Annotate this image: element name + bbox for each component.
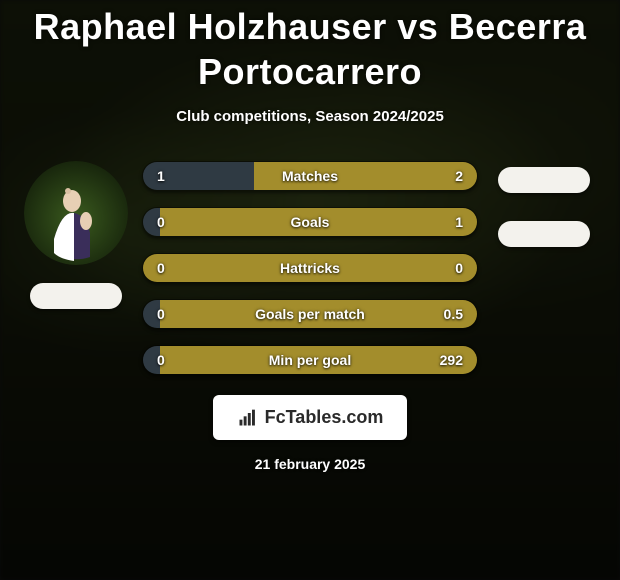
bar-chart-icon xyxy=(237,408,257,428)
bar-right-segment xyxy=(160,300,477,328)
bar-track xyxy=(143,300,477,328)
stat-bar: Goals01 xyxy=(142,207,478,237)
stat-bars: Matches12 Goals01 Hattricks00 Goals per mat… xyxy=(142,161,478,375)
stat-bar: Min per goal0292 xyxy=(142,345,478,375)
bar-left-segment xyxy=(143,346,160,374)
bar-right-segment xyxy=(254,162,477,190)
player-right-name-plaque-2 xyxy=(498,221,590,247)
bar-left-segment xyxy=(143,300,160,328)
player-left-name-plaque xyxy=(30,283,122,309)
bar-track xyxy=(143,346,477,374)
bar-right-segment xyxy=(160,208,477,236)
stat-bar: Matches12 xyxy=(142,161,478,191)
stat-bar: Goals per match00.5 xyxy=(142,299,478,329)
player-left-avatar xyxy=(24,161,128,265)
bar-track xyxy=(143,162,477,190)
player-left-column xyxy=(16,161,136,375)
content-root: Raphael Holzhauser vs Becerra Portocarre… xyxy=(0,0,620,580)
bar-right-segment xyxy=(160,346,477,374)
subtitle: Club competitions, Season 2024/2025 xyxy=(176,108,444,125)
stat-bar: Hattricks00 xyxy=(142,253,478,283)
bar-left-segment xyxy=(143,162,254,190)
player-right-name-plaque-1 xyxy=(498,167,590,193)
bar-right-segment xyxy=(143,254,477,282)
bar-left-segment xyxy=(143,208,160,236)
title-line-1: Raphael Holzhauser vs Becerra xyxy=(34,6,587,47)
page-title: Raphael Holzhauser vs Becerra Portocarre… xyxy=(34,4,587,94)
player-right-column xyxy=(484,161,604,375)
brand-text: FcTables.com xyxy=(265,407,384,428)
date-text: 21 february 2025 xyxy=(255,456,366,472)
bar-track xyxy=(143,208,477,236)
avatar-left-icon xyxy=(24,161,128,265)
bar-track xyxy=(143,254,477,282)
comparison-row: Matches12 Goals01 Hattricks00 Goals per mat… xyxy=(0,161,620,375)
brand-badge: FcTables.com xyxy=(213,395,408,440)
title-line-2: Portocarrero xyxy=(198,51,422,92)
